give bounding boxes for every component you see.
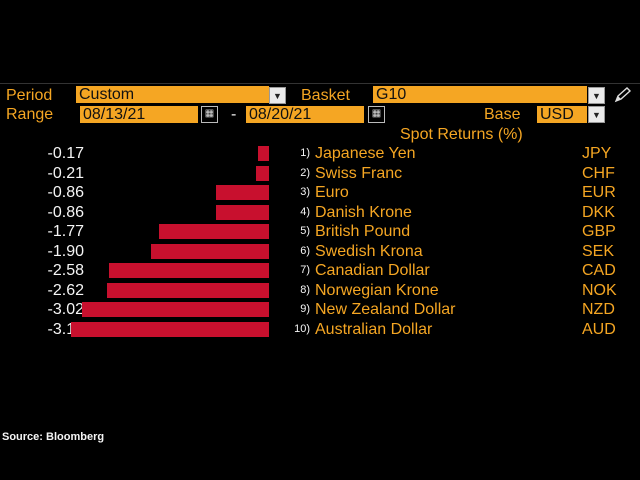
rank-number: 3) — [300, 186, 310, 198]
period-dropdown[interactable]: Custom — [76, 86, 269, 103]
currency-name[interactable]: Canadian Dollar — [315, 262, 430, 279]
calendar-icon[interactable]: ▦ — [368, 106, 385, 123]
rank-number: 7) — [300, 264, 310, 276]
currency-name[interactable]: Danish Krone — [315, 203, 412, 221]
return-value: -2.62 — [47, 281, 84, 299]
rank-number: 10) — [294, 322, 310, 335]
return-bar — [256, 165, 269, 181]
controls-row-2: Range 08/13/21 ▦ - 08/20/21 ▦ Base USD ▼ — [0, 105, 640, 124]
currency-code: CAD — [582, 262, 616, 279]
return-bar — [216, 204, 269, 220]
currency-name[interactable]: Euro — [315, 184, 349, 201]
currency-code: AUD — [582, 320, 616, 338]
table-row[interactable]: -3.19 10) Australian Dollar AUD — [0, 320, 640, 339]
currency-name[interactable]: Japanese Yen — [315, 145, 416, 162]
range-start-field[interactable]: 08/13/21 — [80, 106, 198, 123]
rank-number: 8) — [300, 283, 310, 296]
currency-code: EUR — [582, 184, 616, 201]
table-row[interactable]: -2.62 8) Norwegian Krone NOK — [0, 281, 640, 300]
basket-value: G10 — [376, 86, 407, 103]
return-value: -1.90 — [47, 242, 84, 260]
source-note: Source: Bloomberg — [2, 431, 105, 443]
range-separator: - — [231, 106, 237, 123]
base-dropdown-button[interactable]: ▼ — [588, 106, 605, 123]
currency-name[interactable]: New Zealand Dollar — [315, 301, 456, 318]
return-bar — [107, 282, 269, 298]
table-row[interactable]: -2.58 7) Canadian Dollar CAD — [0, 261, 640, 280]
period-dropdown-button[interactable]: ▼ — [269, 87, 286, 104]
rank-number: 6) — [300, 244, 310, 257]
return-value: -1.77 — [47, 223, 84, 240]
calendar-icon[interactable]: ▦ — [201, 106, 218, 123]
pencil-icon[interactable] — [613, 86, 633, 104]
rank-number: 1) — [300, 147, 310, 159]
rank-number: 5) — [300, 225, 310, 237]
range-end-field[interactable]: 08/20/21 — [246, 106, 364, 123]
currency-name[interactable]: Australian Dollar — [315, 320, 433, 338]
currency-code: DKK — [582, 203, 615, 221]
basket-dropdown[interactable]: G10 — [373, 86, 587, 103]
table-row[interactable]: -1.90 6) Swedish Krona SEK — [0, 242, 640, 261]
return-value: -0.21 — [47, 164, 84, 182]
range-label: Range — [6, 106, 54, 123]
return-value: -0.86 — [47, 203, 84, 221]
header-divider — [0, 83, 640, 84]
rank-number: 4) — [300, 205, 310, 218]
basket-dropdown-button[interactable]: ▼ — [588, 87, 605, 104]
controls-row-1: Period Custom ▼ Basket G10 ▼ — [0, 86, 640, 105]
chevron-down-icon: ▼ — [273, 91, 282, 101]
return-bar — [109, 263, 269, 278]
currency-code: CHF — [582, 164, 615, 182]
table-row[interactable]: -0.86 3) Euro EUR — [0, 183, 640, 202]
range-end-value: 08/20/21 — [249, 106, 312, 123]
period-value: Custom — [79, 86, 135, 103]
range-start-value: 08/13/21 — [83, 106, 146, 123]
table-row[interactable]: -0.17 1) Japanese Yen JPY — [0, 144, 640, 163]
currency-name[interactable]: British Pound — [315, 223, 411, 240]
return-value: -0.86 — [47, 184, 84, 201]
base-value: USD — [540, 106, 574, 123]
return-bar — [159, 224, 269, 239]
return-value: -3.02 — [47, 301, 84, 318]
return-bar — [151, 243, 269, 259]
currency-name[interactable]: Swedish Krona — [315, 242, 423, 260]
table-row[interactable]: -1.77 5) British Pound GBP — [0, 222, 640, 241]
return-bar — [82, 302, 269, 317]
chevron-down-icon: ▼ — [592, 110, 601, 120]
column-header: Spot Returns (%) — [400, 126, 523, 143]
return-value: -0.17 — [47, 145, 84, 162]
base-dropdown[interactable]: USD — [537, 106, 587, 123]
return-bar — [216, 185, 269, 200]
table-row[interactable]: -0.21 2) Swiss Franc CHF — [0, 164, 640, 183]
currency-code: GBP — [582, 223, 616, 240]
period-label: Period — [6, 87, 53, 104]
table-row[interactable]: -3.02 9) New Zealand Dollar NZD — [0, 300, 640, 319]
currency-code: NOK — [582, 281, 617, 299]
currency-name[interactable]: Swiss Franc — [315, 164, 403, 182]
currency-code: NZD — [582, 301, 615, 318]
base-label: Base — [484, 106, 521, 123]
return-bar — [71, 321, 269, 337]
return-bar — [258, 146, 269, 161]
rank-number: 9) — [300, 303, 310, 315]
rank-number: 2) — [300, 166, 310, 179]
return-value: -2.58 — [47, 262, 84, 279]
chevron-down-icon: ▼ — [592, 91, 601, 101]
currency-code: JPY — [582, 145, 612, 162]
basket-label: Basket — [301, 87, 350, 104]
currency-code: SEK — [582, 242, 615, 260]
table-row[interactable]: -0.86 4) Danish Krone DKK — [0, 203, 640, 222]
currency-name[interactable]: Norwegian Krone — [315, 281, 439, 299]
